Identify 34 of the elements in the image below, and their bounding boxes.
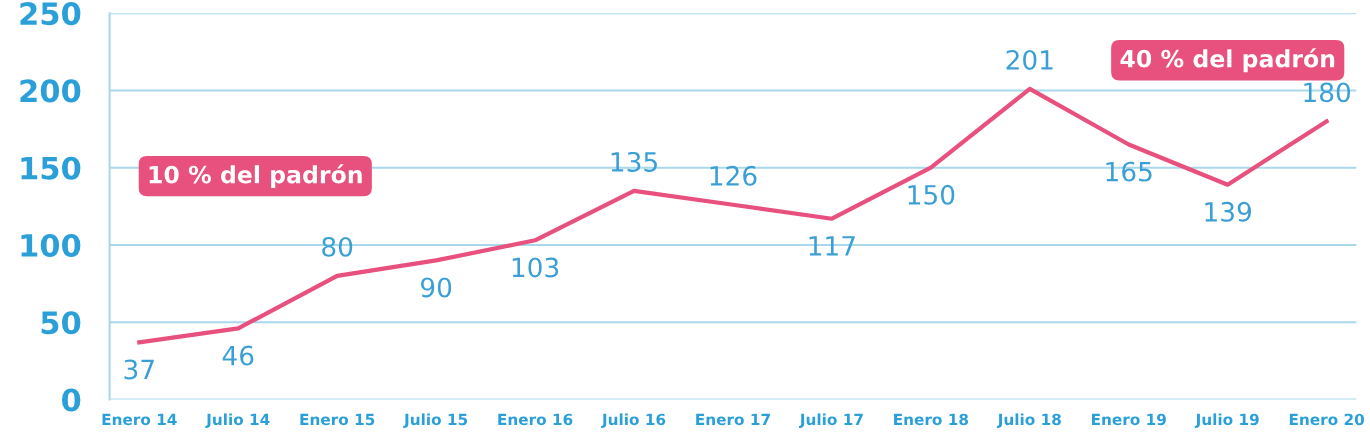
- data-label: 90: [420, 277, 452, 298]
- x-tick-label: Enero 18: [894, 413, 969, 426]
- x-tick-label: Julio 16: [601, 413, 666, 429]
- data-label: 139: [1205, 201, 1251, 222]
- data-label: 117: [809, 236, 855, 256]
- x-tick-label: Enero 16: [498, 413, 573, 426]
- x-tick-label: Enero 19: [1091, 413, 1166, 426]
- data-label: 126: [710, 165, 757, 186]
- y-tick-label: 50: [41, 311, 81, 335]
- y-tick-label: 250: [20, 2, 81, 26]
- x-tick-label: Enero 14: [102, 413, 177, 426]
- x-tick-label: Julio 18: [996, 413, 1061, 429]
- x-tick-label: Enero 17: [696, 413, 770, 426]
- data-label: 46: [222, 345, 254, 366]
- x-tick-label: Julio 19: [1194, 413, 1259, 429]
- data-label: 80: [322, 236, 353, 257]
- annotation: 40 % del padrón: [1120, 48, 1335, 73]
- x-tick-label: Julio 15: [403, 413, 468, 429]
- x-tick-label: Enero 20: [1289, 413, 1365, 426]
- data-label: 201: [1006, 49, 1053, 70]
- x-tick-label: Julio 17: [798, 413, 863, 429]
- y-tick-label: 150: [21, 156, 81, 180]
- data-label: 165: [1106, 161, 1152, 182]
- data-label: 150: [908, 184, 955, 205]
- data-label: 180: [1304, 82, 1351, 103]
- data-label: 37: [124, 359, 154, 380]
- x-tick-label: Julio 14: [205, 413, 270, 429]
- y-tick-label: 0: [62, 388, 81, 412]
- data-label: 103: [512, 257, 559, 278]
- annotation: 10 % del padrón: [149, 164, 362, 189]
- y-tick-label: 200: [20, 79, 81, 103]
- data-label: 135: [611, 151, 657, 172]
- y-tick-label: 100: [21, 233, 81, 258]
- x-tick-label: Enero 15: [300, 413, 375, 426]
